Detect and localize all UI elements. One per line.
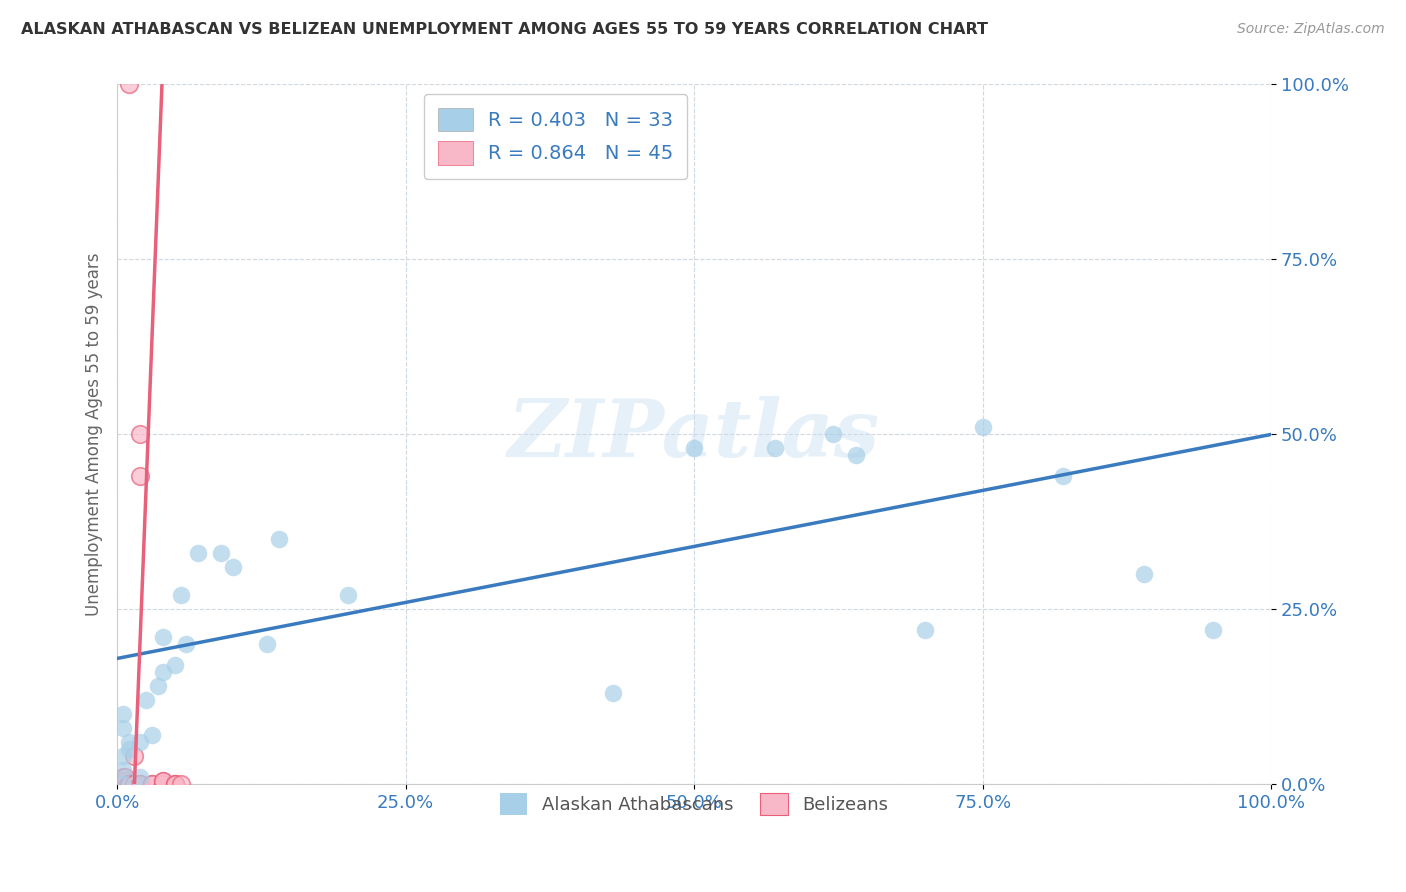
- Point: [114, 773, 136, 788]
- Point: [152, 631, 174, 645]
- Point: [110, 777, 132, 791]
- Point: [111, 707, 134, 722]
- Point: [135, 693, 157, 707]
- Text: ALASKAN ATHABASCAN VS BELIZEAN UNEMPLOYMENT AMONG AGES 55 TO 59 YEARS CORRELATIO: ALASKAN ATHABASCAN VS BELIZEAN UNEMPLOYM…: [21, 22, 988, 37]
- Point: [111, 722, 134, 736]
- Point: [110, 777, 132, 791]
- Point: [114, 771, 136, 785]
- Point: [763, 442, 786, 456]
- Point: [118, 742, 141, 756]
- Point: [821, 427, 844, 442]
- Point: [118, 777, 141, 791]
- Point: [169, 777, 191, 791]
- Point: [110, 773, 132, 788]
- Point: [114, 777, 136, 791]
- Point: [129, 469, 152, 483]
- Point: [129, 777, 152, 791]
- Point: [141, 777, 163, 791]
- Point: [152, 665, 174, 680]
- Point: [163, 777, 186, 791]
- Point: [110, 777, 132, 791]
- Point: [114, 777, 136, 791]
- Point: [914, 624, 936, 638]
- Point: [111, 777, 134, 791]
- Point: [683, 442, 706, 456]
- Point: [152, 773, 174, 788]
- Point: [187, 546, 209, 560]
- Point: [110, 777, 132, 791]
- Point: [110, 773, 132, 788]
- Point: [111, 749, 134, 764]
- Y-axis label: Unemployment Among Ages 55 to 59 years: Unemployment Among Ages 55 to 59 years: [86, 252, 103, 616]
- Point: [141, 728, 163, 742]
- Point: [152, 777, 174, 791]
- Point: [111, 764, 134, 778]
- Point: [111, 777, 134, 791]
- Point: [1133, 567, 1156, 582]
- Point: [118, 78, 141, 92]
- Point: [176, 637, 198, 651]
- Point: [141, 777, 163, 791]
- Point: [110, 777, 132, 791]
- Point: [111, 777, 134, 791]
- Point: [163, 658, 186, 673]
- Point: [114, 777, 136, 791]
- Point: [146, 680, 169, 694]
- Point: [124, 777, 146, 791]
- Point: [972, 420, 994, 434]
- Point: [111, 777, 134, 791]
- Point: [256, 637, 278, 651]
- Point: [336, 589, 359, 603]
- Point: [152, 773, 174, 788]
- Point: [118, 735, 141, 749]
- Point: [169, 589, 191, 603]
- Point: [221, 560, 243, 574]
- Point: [111, 773, 134, 788]
- Text: Source: ZipAtlas.com: Source: ZipAtlas.com: [1237, 22, 1385, 37]
- Point: [152, 777, 174, 791]
- Point: [114, 777, 136, 791]
- Point: [110, 773, 132, 788]
- Point: [111, 777, 134, 791]
- Legend: Alaskan Athabascans, Belizeans: Alaskan Athabascans, Belizeans: [491, 784, 897, 824]
- Point: [118, 777, 141, 791]
- Point: [124, 749, 146, 764]
- Point: [110, 777, 132, 791]
- Point: [163, 777, 186, 791]
- Point: [1202, 624, 1225, 638]
- Point: [1052, 469, 1074, 483]
- Point: [129, 427, 152, 442]
- Point: [111, 771, 134, 785]
- Point: [602, 686, 624, 700]
- Point: [129, 777, 152, 791]
- Point: [129, 771, 152, 785]
- Point: [209, 546, 232, 560]
- Point: [114, 777, 136, 791]
- Point: [845, 449, 868, 463]
- Point: [129, 735, 152, 749]
- Point: [267, 533, 290, 547]
- Point: [110, 777, 132, 791]
- Text: ZIPatlas: ZIPatlas: [508, 396, 880, 473]
- Point: [110, 777, 132, 791]
- Point: [163, 777, 186, 791]
- Point: [118, 777, 141, 791]
- Point: [110, 777, 132, 791]
